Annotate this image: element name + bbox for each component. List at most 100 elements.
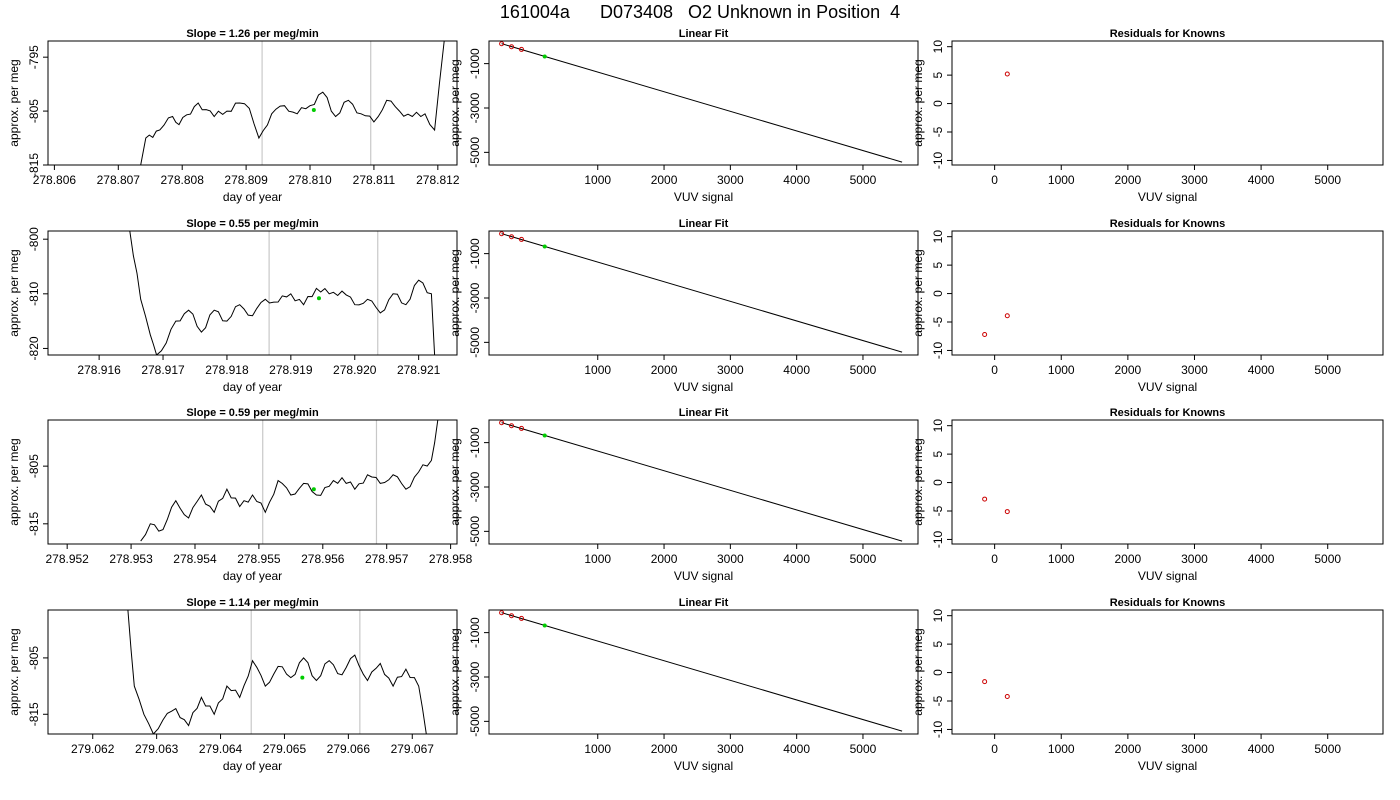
x-tick-label: 279.062 bbox=[71, 742, 115, 756]
x-axis-label: VUV signal bbox=[1138, 190, 1197, 204]
x-tick-label: 5000 bbox=[1314, 552, 1341, 566]
y-axis-label: approx. per meg bbox=[911, 249, 925, 336]
unknown-point bbox=[542, 623, 547, 628]
y-tick-label: -1000 bbox=[468, 238, 482, 269]
data-trace bbox=[140, 41, 445, 165]
y-tick-label: -805 bbox=[27, 646, 41, 670]
x-tick-label: 3000 bbox=[717, 173, 744, 187]
y-tick-label: -10 bbox=[931, 720, 945, 738]
x-tick-label: 0 bbox=[991, 173, 998, 187]
x-tick-label: 2000 bbox=[651, 173, 678, 187]
y-tick-label: -5 bbox=[931, 695, 945, 706]
x-tick-label: 278.957 bbox=[365, 552, 409, 566]
known-point bbox=[518, 425, 524, 431]
y-tick-label: -5 bbox=[931, 316, 945, 327]
x-axis-label: VUV signal bbox=[1138, 759, 1197, 773]
x-tick-label: 4000 bbox=[783, 363, 810, 377]
x-axis-label: VUV signal bbox=[674, 380, 733, 394]
y-tick-label: -815 bbox=[27, 153, 41, 177]
x-tick-label: 1000 bbox=[1048, 552, 1075, 566]
x-tick-label: 279.067 bbox=[391, 742, 435, 756]
panel-time-series-3: Slope = 0.59 per meg/min day of year appro… bbox=[7, 407, 473, 583]
y-tick-label: 10 bbox=[931, 419, 945, 433]
plot-frame bbox=[47, 230, 458, 356]
residual-point bbox=[1004, 313, 1010, 319]
page-title: 161004a D073408 O2 Unknown in Position 4 bbox=[499, 2, 901, 22]
plot-frame bbox=[488, 419, 919, 545]
plot-frame bbox=[47, 609, 458, 735]
x-axis-label: VUV signal bbox=[674, 190, 733, 204]
plot-content bbox=[982, 496, 1010, 515]
x-tick-label: 1000 bbox=[1048, 742, 1075, 756]
plot-title: Slope = 0.59 per meg/min bbox=[186, 407, 319, 419]
x-tick-label: 4000 bbox=[1248, 742, 1275, 756]
y-axis-label: approx. per meg bbox=[448, 59, 462, 146]
unknown-point bbox=[542, 433, 547, 438]
x-tick-label: 278.955 bbox=[237, 552, 281, 566]
y-tick-label: 5 bbox=[931, 71, 945, 78]
x-tick-label: 4000 bbox=[1248, 552, 1275, 566]
y-tick-label: -10 bbox=[931, 341, 945, 359]
y-tick-label: -5000 bbox=[468, 327, 482, 358]
x-axis-label: day of year bbox=[223, 759, 282, 773]
y-tick-label: -3000 bbox=[468, 92, 482, 123]
x-tick-label: 279.063 bbox=[135, 742, 179, 756]
unknown-marker bbox=[311, 487, 316, 492]
panel-time-series-4: Slope = 1.14 per meg/min day of year appro… bbox=[7, 597, 458, 773]
y-tick-label: -5000 bbox=[468, 516, 482, 547]
panel-residuals-2: Residuals for Knowns VUV signal approx. pe… bbox=[911, 218, 1384, 394]
x-tick-label: 278.956 bbox=[301, 552, 345, 566]
x-tick-label: 278.810 bbox=[288, 173, 332, 187]
known-point bbox=[518, 46, 524, 52]
plot-frame bbox=[951, 609, 1384, 735]
x-tick-label: 278.954 bbox=[173, 552, 217, 566]
x-tick-label: 3000 bbox=[1181, 552, 1208, 566]
x-tick-label: 5000 bbox=[850, 742, 877, 756]
x-tick-label: 1000 bbox=[584, 363, 611, 377]
y-tick-label: -800 bbox=[27, 227, 41, 251]
x-tick-label: 1000 bbox=[584, 173, 611, 187]
panel-linear-fit-2: Linear Fit VUV signal approx. per meg 1000 2… bbox=[448, 218, 919, 394]
y-tick-label: -5000 bbox=[468, 706, 482, 737]
y-axis-label: approx. per meg bbox=[7, 59, 21, 146]
x-tick-label: 278.916 bbox=[77, 363, 121, 377]
y-tick-label: 5 bbox=[931, 450, 945, 457]
x-tick-label: 278.806 bbox=[33, 173, 77, 187]
plot-title: Residuals for Knowns bbox=[1110, 218, 1226, 230]
data-trace bbox=[127, 610, 427, 734]
fit-line bbox=[501, 233, 903, 353]
x-tick-label: 5000 bbox=[850, 173, 877, 187]
plot-content bbox=[499, 41, 903, 163]
x-tick-label: 278.952 bbox=[45, 552, 89, 566]
x-tick-label: 1000 bbox=[584, 742, 611, 756]
y-axis-label: approx. per meg bbox=[7, 438, 21, 525]
x-tick-label: 278.812 bbox=[416, 173, 460, 187]
x-tick-label: 1000 bbox=[1048, 173, 1075, 187]
x-tick-label: 5000 bbox=[1314, 173, 1341, 187]
plot-frame bbox=[488, 230, 919, 356]
y-tick-label: -1000 bbox=[468, 427, 482, 458]
y-tick-label: -5 bbox=[931, 126, 945, 137]
y-tick-label: -10 bbox=[931, 151, 945, 169]
y-tick-label: -810 bbox=[27, 281, 41, 305]
fit-line bbox=[501, 612, 903, 732]
y-tick-label: 0 bbox=[931, 669, 945, 676]
known-point bbox=[509, 613, 515, 619]
panel-time-series-2: Slope = 0.55 per meg/min day of year appro… bbox=[7, 218, 458, 394]
plot-content bbox=[129, 231, 436, 355]
x-tick-label: 4000 bbox=[783, 742, 810, 756]
x-tick-label: 279.066 bbox=[327, 742, 371, 756]
x-tick-label: 3000 bbox=[1181, 363, 1208, 377]
y-tick-label: -3000 bbox=[468, 282, 482, 313]
y-tick-label: -805 bbox=[27, 99, 41, 123]
x-tick-label: 2000 bbox=[651, 552, 678, 566]
x-tick-label: 278.921 bbox=[397, 363, 441, 377]
residual-point bbox=[982, 496, 988, 502]
plot-title: Residuals for Knowns bbox=[1110, 597, 1226, 609]
plot-title: Slope = 1.26 per meg/min bbox=[186, 28, 319, 40]
residual-point bbox=[982, 679, 988, 685]
residual-point bbox=[1004, 693, 1010, 699]
x-axis-label: day of year bbox=[223, 380, 282, 394]
plot-title: Residuals for Knowns bbox=[1110, 28, 1226, 40]
